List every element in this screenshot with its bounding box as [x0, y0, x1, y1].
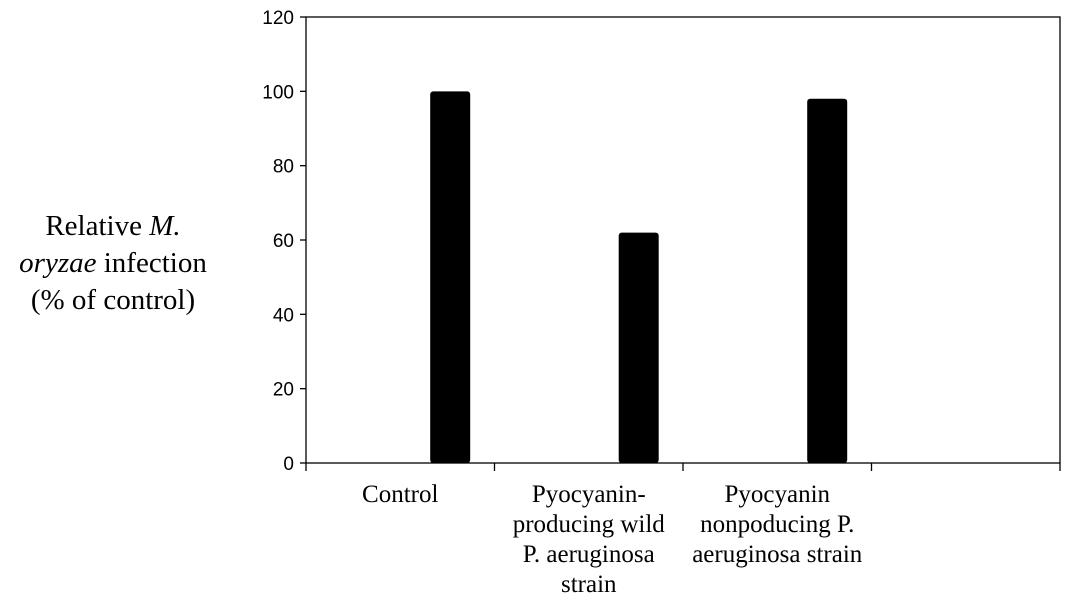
y-tick-label-20: 20: [273, 380, 294, 401]
x-category-label-0: Control: [362, 481, 439, 508]
y-tick-label-60: 60: [273, 231, 294, 252]
y-tick-label-80: 80: [273, 157, 294, 178]
x-category-label-2: Pyocyanin nonpoducing P. aeruginosa stra…: [692, 481, 863, 568]
y-axis-label-line-2: oryzae infection: [0, 245, 226, 282]
y-tick-label-40: 40: [273, 305, 294, 326]
plot-frame: [305, 16, 1061, 464]
y-axis-label-line-1: Relative M.: [0, 208, 226, 245]
y-tick-label-0: 0: [283, 454, 294, 475]
bar-2: [807, 98, 848, 464]
y-axis-label-species-name: oryzae: [19, 247, 97, 279]
bar-0: [430, 91, 471, 463]
x-category-label-1: Pyocyanin- producing wild P. aeruginosa …: [512, 481, 665, 598]
y-axis-label-text: Relative: [45, 210, 150, 242]
bar-1: [618, 232, 659, 463]
y-axis-label-line-3: (% of control): [30, 284, 196, 316]
y-axis-label-species-genus: M.: [149, 210, 181, 242]
y-axis-label: Relative M. oryzae infection (% of contr…: [0, 208, 226, 319]
y-axis-label-text: infection: [96, 247, 207, 279]
y-tick-label-100: 100: [262, 82, 294, 103]
y-tick-label-120: 120: [262, 8, 294, 29]
